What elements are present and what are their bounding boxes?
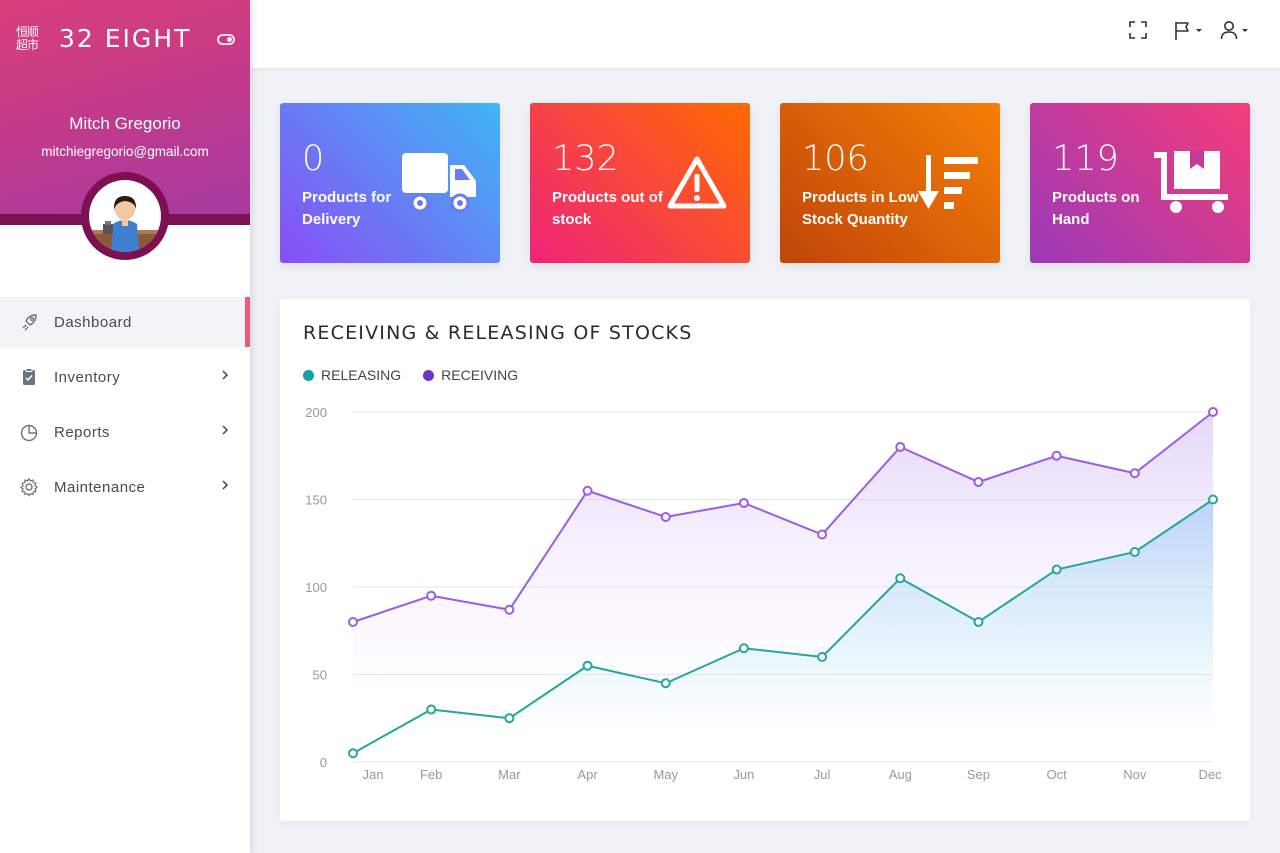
legend-label: RELEASING xyxy=(321,367,402,383)
brand-logo[interactable]: 恒顺超市 xyxy=(16,25,39,52)
rocket-icon xyxy=(18,311,40,333)
chevron-right-icon xyxy=(220,368,230,385)
x-tick-label: Aug xyxy=(889,767,912,782)
y-tick-label: 100 xyxy=(305,580,327,595)
stat-label: Products in Low Stock Quantity xyxy=(802,189,919,228)
legend-dot xyxy=(423,369,435,381)
data-point-receiving xyxy=(738,498,749,508)
x-tick-label: Oct xyxy=(1047,767,1068,782)
legend-dot xyxy=(303,369,314,381)
data-point-releasing xyxy=(582,660,593,671)
brand-name[interactable]: 32 EIGHT xyxy=(59,24,192,53)
data-point-receiving xyxy=(582,485,593,496)
chevron-right-icon xyxy=(220,478,230,495)
x-tick-label: Sep xyxy=(967,767,990,782)
series-line-releasing xyxy=(352,498,1214,755)
data-point-releasing xyxy=(1129,547,1140,557)
stat-value: 132 xyxy=(552,139,619,179)
data-point-releasing xyxy=(817,652,828,662)
user-name: Mitch Gregorio xyxy=(69,114,181,133)
x-tick-label: Mar xyxy=(498,767,521,782)
cart-icon xyxy=(1152,151,1230,220)
data-point-releasing xyxy=(1051,564,1062,575)
x-tick-label: Jun xyxy=(733,767,754,782)
data-point-releasing xyxy=(738,643,749,654)
stat-label: Products on Hand xyxy=(1052,189,1140,228)
line-chart: 0 50 100 150 200 Jan Feb Mar Apr May Jun Jul Aug Sep O… xyxy=(305,405,1222,782)
stat-card-delivery[interactable]: 0 Products for Delivery xyxy=(280,103,500,263)
user-icon[interactable] xyxy=(1220,20,1256,47)
sidebar-item-inventory[interactable]: Inventory xyxy=(0,352,250,402)
stat-value: 106 xyxy=(802,139,869,179)
data-point-releasing xyxy=(1208,494,1218,505)
x-tick-label: Nov xyxy=(1123,767,1147,782)
chart-title: RECEIVING & RELEASING OF STOCKS xyxy=(303,322,693,344)
topbar xyxy=(250,0,1280,68)
data-point-receiving xyxy=(426,590,437,601)
y-tick-label: 50 xyxy=(313,668,327,683)
sidebar-item-dashboard[interactable]: Dashboard xyxy=(0,297,250,347)
x-tick-label: Jan xyxy=(363,767,384,782)
data-point-receiving xyxy=(1129,468,1140,479)
sidebar-toggle-icon[interactable] xyxy=(217,34,235,45)
sidebar-item-label: Dashboard xyxy=(54,313,132,331)
chart-legend: RELEASING RECEIVING xyxy=(303,367,540,383)
data-point-receiving xyxy=(348,617,358,627)
chevron-right-icon xyxy=(220,423,230,440)
fullscreen-icon[interactable] xyxy=(1128,20,1148,45)
avatar-illustration-icon xyxy=(89,196,161,252)
stat-label: Products for Delivery xyxy=(302,189,392,228)
data-point-releasing xyxy=(426,704,437,715)
data-point-receiving xyxy=(817,529,828,540)
user-email: mitchiegregorio@gmail.com xyxy=(41,144,209,159)
stat-card-low-stock[interactable]: 106 Products in Low Stock Quantity xyxy=(780,103,1000,263)
truck-icon xyxy=(402,151,480,218)
chart-panel: RECEIVING & RELEASING OF STOCKS RELEASIN… xyxy=(280,299,1250,821)
x-tick-label: Jul xyxy=(814,767,831,782)
stat-value: 0 xyxy=(302,139,325,179)
data-point-releasing xyxy=(895,573,906,584)
data-point-releasing xyxy=(973,617,984,627)
x-tick-label: Dec xyxy=(1198,767,1222,782)
legend-item-receiving[interactable]: RECEIVING xyxy=(423,367,518,383)
x-tick-label: Feb xyxy=(420,767,442,782)
x-tick-label: May xyxy=(653,767,678,782)
data-point-receiving xyxy=(973,477,984,487)
data-point-releasing xyxy=(504,713,515,724)
sidebar: 恒顺超市 32 EIGHT Mitch Gregorio mitchiegreg… xyxy=(0,0,250,853)
pie-chart-icon xyxy=(18,421,40,443)
avatar[interactable] xyxy=(81,172,169,260)
y-tick-label: 200 xyxy=(305,405,327,420)
legend-item-releasing[interactable]: RELEASING xyxy=(303,367,401,383)
stat-value: 119 xyxy=(1052,139,1119,179)
data-point-receiving xyxy=(895,442,906,452)
stat-card-on-hand[interactable]: 119 Products on Hand xyxy=(1030,103,1250,263)
data-point-receiving xyxy=(504,604,515,615)
data-point-receiving xyxy=(1051,450,1062,461)
series-line-receiving xyxy=(352,411,1214,623)
clipboard-icon xyxy=(18,366,40,388)
y-tick-label: 0 xyxy=(320,755,327,770)
sidebar-item-maintenance[interactable]: Maintenance xyxy=(0,462,250,512)
data-point-receiving xyxy=(1208,407,1218,417)
y-tick-label: 150 xyxy=(305,493,327,508)
sort-down-icon xyxy=(918,155,980,216)
data-point-receiving xyxy=(660,512,671,522)
stat-card-out-of-stock[interactable]: 132 Products out of stock xyxy=(530,103,750,263)
stat-label: Products out of stock xyxy=(552,189,663,228)
gear-icon xyxy=(18,476,40,498)
x-tick-label: Apr xyxy=(577,767,598,782)
data-point-releasing xyxy=(348,748,358,759)
legend-label: RECEIVING xyxy=(441,367,519,383)
flag-icon[interactable] xyxy=(1172,20,1208,47)
sidebar-item-reports[interactable]: Reports xyxy=(0,407,250,457)
sidebar-item-label: Maintenance xyxy=(54,478,146,496)
sidebar-item-label: Reports xyxy=(54,423,111,441)
series-area-releasing xyxy=(353,499,1213,762)
sidebar-item-label: Inventory xyxy=(54,368,121,386)
data-point-releasing xyxy=(660,678,671,689)
sidebar-nav: Dashboard Inventory Reports Maintenan xyxy=(0,297,250,517)
warning-icon xyxy=(666,155,728,216)
